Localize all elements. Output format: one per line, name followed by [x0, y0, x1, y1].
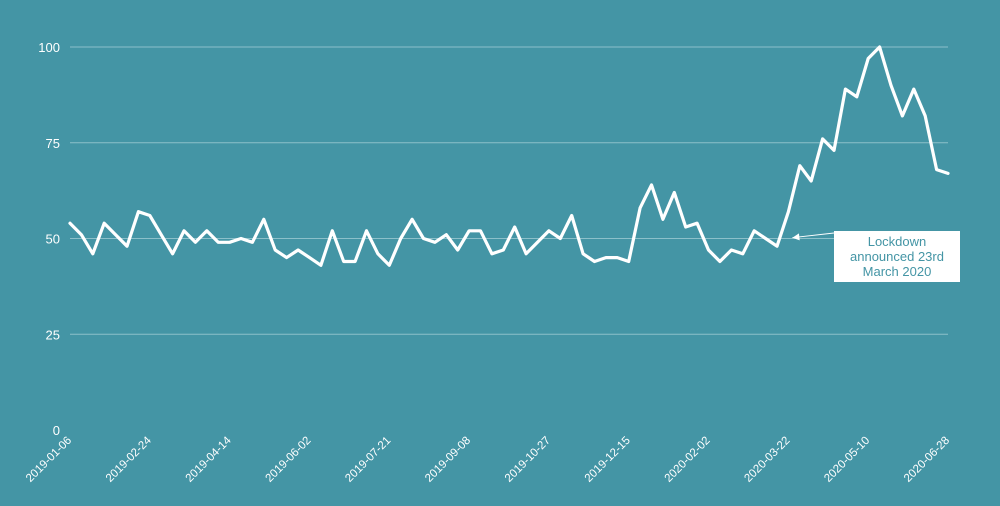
annotation-line-3: March 2020 [862, 264, 932, 279]
x-tick-label: 2019-01-06 [24, 435, 74, 485]
x-tick-label: 2020-05-10 [822, 435, 872, 485]
x-tick-label: 2019-06-02 [263, 435, 313, 485]
annotation-line-1: Lockdown [867, 234, 927, 249]
annotation-arrow-head [792, 233, 800, 241]
x-tick-label: 2020-02-02 [663, 435, 713, 485]
y-axis-tick-labels: 0 25 50 75 100 [38, 40, 60, 438]
y-tick-label: 75 [46, 136, 60, 151]
y-tick-label: 50 [46, 232, 60, 247]
y-tick-label: 0 [53, 423, 60, 438]
x-tick-label: 2019-02-24 [104, 434, 155, 485]
annotation-arrow [792, 232, 835, 241]
x-tick-label: 2019-04-14 [184, 434, 235, 485]
annotation-box: Lockdown announced 23rd March 2020 [834, 231, 960, 282]
x-tick-label: 2019-12-15 [583, 435, 633, 485]
x-tick-label: 2019-07-21 [343, 435, 393, 485]
series-line [68, 45, 950, 267]
gridlines [70, 46, 948, 335]
y-tick-label: 25 [46, 327, 60, 342]
annotation-line-2: announced 23rd [850, 249, 944, 264]
x-tick-label: 2020-06-28 [902, 435, 952, 485]
x-axis-tick-labels: 2019-01-06 2019-02-24 2019-04-14 2019-06-02… [24, 434, 952, 485]
x-tick-label: 2019-10-27 [503, 435, 553, 485]
x-tick-label: 2019-09-08 [423, 435, 473, 485]
x-tick-label: 2020-03-22 [742, 435, 792, 485]
y-tick-label: 100 [38, 40, 60, 55]
